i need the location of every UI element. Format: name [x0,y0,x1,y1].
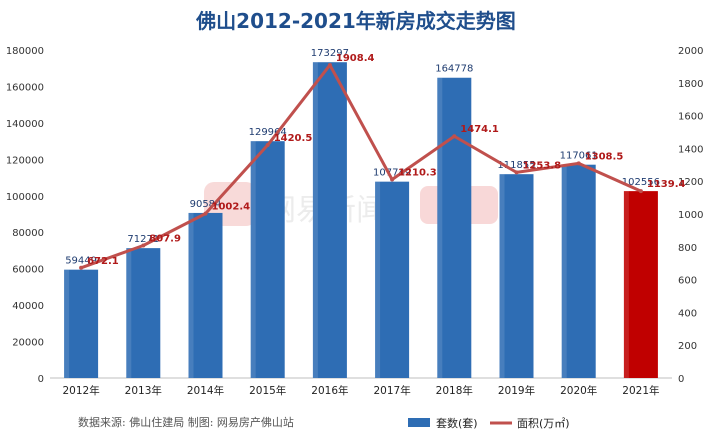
bar-value-label: 129964 [249,127,287,138]
line-value-label: 1210.3 [398,168,437,179]
bar-value-label: 90584 [190,199,222,210]
bar-value-label: 164778 [435,64,473,75]
bar-value-label: 102556 [622,177,660,188]
legend: 套数(套) 面积(万㎡) [408,417,570,430]
bar-value-label: 71271 [127,234,159,245]
bar-highlight [561,164,567,378]
line-value-label: 1308.5 [585,151,624,162]
area-line [80,63,642,270]
legend-line-label: 面积(万㎡) [517,417,570,430]
right-tick-label: 1600 [678,112,703,123]
line-value-label: 1253.8 [523,160,562,171]
bar-value-label: 107749 [373,168,411,179]
category-label: 2012年 [62,384,99,397]
bar-highlight [375,181,381,378]
left-tick-label: 40000 [12,301,44,312]
source-note: 数据来源: 佛山住建局 制图: 网易房产佛山站 [78,415,294,429]
line-value-label: 1420.5 [274,133,313,144]
category-label: 2020年 [560,384,597,397]
line-point [79,265,84,270]
right-tick-label: 1800 [678,79,703,90]
left-tick-label: 20000 [12,338,44,349]
line-point [452,134,457,139]
bar-series: 59449 71271 90584 129964 173297 107749 164778 1… [64,48,660,379]
left-tick-label: 140000 [6,119,44,130]
right-tick-label: 200 [678,341,697,352]
chart-title: 佛山2012-2021年新房成交走势图 [195,9,516,33]
left-tick-label: 180000 [6,46,44,57]
bar [250,141,285,378]
right-axis: 0 200 400 600 800 1000 1200 1400 1600 1800 2000 [678,46,703,385]
line-value-label: 1002.4 [212,202,251,213]
category-label: 2021年 [622,384,659,397]
right-tick-label: 1400 [678,144,703,155]
bar-value-label: 173297 [311,48,349,59]
line-point [203,211,208,216]
bar-highlight [499,174,505,378]
bar-value-label: 59449 [65,256,97,267]
bar-highlight [250,141,256,378]
bar-value-label: 117061 [560,151,598,162]
bar [126,248,161,378]
category-labels: 2012年 2013年 2014年 2015年 2016年 2017年 2018年 2019年… [62,384,659,397]
left-tick-label: 60000 [12,265,44,276]
line-value-label: 1139.4 [647,179,686,190]
line-point [576,161,581,166]
bar-highlight [623,191,629,378]
bar [561,164,596,378]
category-label: 2015年 [249,384,286,397]
right-tick-label: 400 [678,308,697,319]
left-axis: 0 20000 40000 60000 80000 100000 120000 140000 1… [6,46,44,385]
right-tick-label: 1000 [678,210,703,221]
category-label: 2018年 [436,384,473,397]
category-label: 2013年 [125,384,162,397]
bar-highlight [312,62,318,378]
line-series: 672.1 807.9 1002.4 1420.5 1908.4 1210.3 1474.1… [79,53,686,270]
bar-highlight [126,248,132,378]
legend-bar-swatch [408,418,430,427]
line-point [265,143,270,148]
bar [375,181,410,378]
line-point [390,177,395,182]
bar [437,77,472,379]
left-tick-label: 80000 [12,228,44,239]
line-value-label: 807.9 [149,234,181,245]
bar [188,212,223,378]
category-label: 2019年 [498,384,535,397]
legend-bar-label: 套数(套) [436,417,478,430]
line-point [514,170,519,175]
line-point [638,189,643,194]
right-tick-label: 600 [678,276,697,287]
bar-highlight [188,212,194,378]
line-point [327,63,332,68]
bar [499,174,534,378]
bar-highlight [64,269,70,378]
category-label: 2014年 [187,384,224,397]
bar [312,62,347,378]
right-tick-label: 800 [678,243,697,254]
left-tick-label: 0 [38,374,44,385]
line-value-label: 672.1 [87,256,119,267]
right-tick-label: 2000 [678,46,703,57]
bar-value-label: 111855 [497,160,535,171]
right-tick-label: 0 [678,374,684,385]
line-value-label: 1908.4 [336,53,375,64]
bar-highlight [437,77,443,379]
right-tick-label: 1200 [678,177,703,188]
category-label: 2017年 [373,384,410,397]
line-value-label: 1474.1 [460,124,499,135]
left-tick-label: 100000 [6,192,44,203]
bar [623,191,658,378]
left-tick-label: 160000 [6,82,44,93]
category-label: 2016年 [311,384,348,397]
left-tick-label: 120000 [6,155,44,166]
line-point [141,243,146,248]
bar [64,269,99,378]
